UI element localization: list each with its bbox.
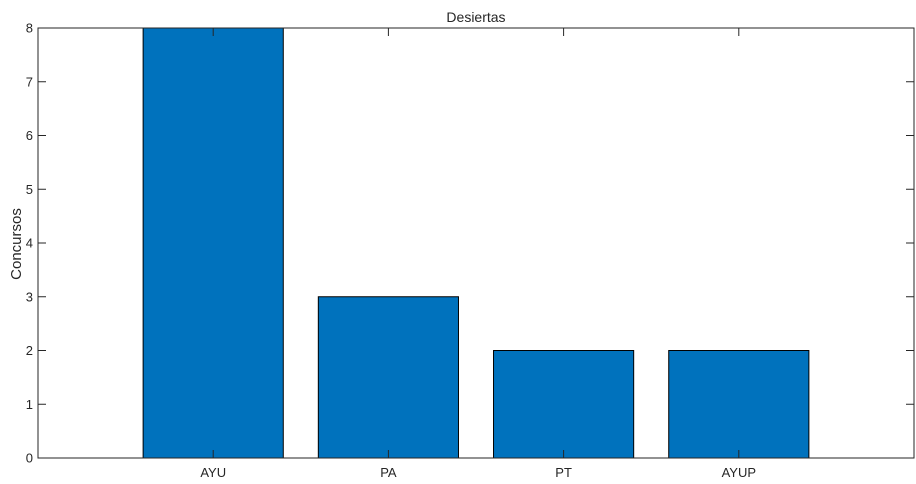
y-tick-label: 3 — [26, 289, 33, 304]
y-tick-label: 8 — [26, 21, 33, 36]
y-axis-label: Concursos — [8, 208, 25, 280]
chart-title: Desiertas — [446, 9, 505, 25]
bar-pa — [317, 296, 459, 459]
bars-layer — [142, 27, 810, 459]
labels-layer: 0 1 2 3 4 5 6 7 8 AYU PA PT AYUP — [26, 21, 756, 481]
x-tick-label-ayu: AYU — [200, 465, 226, 479]
x-tick-label-pt: PT — [555, 465, 572, 479]
y-tick-label: 4 — [26, 236, 33, 251]
y-tick-label: 2 — [26, 343, 33, 358]
y-tick-label: 7 — [26, 74, 33, 89]
x-tick-label-ayup: AYUP — [722, 465, 756, 479]
y-tick-label: 5 — [26, 182, 33, 197]
bar-ayup — [668, 350, 810, 459]
y-tick-label: 1 — [26, 397, 33, 412]
bar-ayu — [142, 27, 284, 459]
axes-layer — [37, 27, 915, 459]
x-tick-label-pa: PA — [380, 465, 397, 479]
y-tick-label: 0 — [26, 451, 33, 466]
y-tick-label: 6 — [26, 128, 33, 143]
bar-pt — [493, 350, 635, 459]
